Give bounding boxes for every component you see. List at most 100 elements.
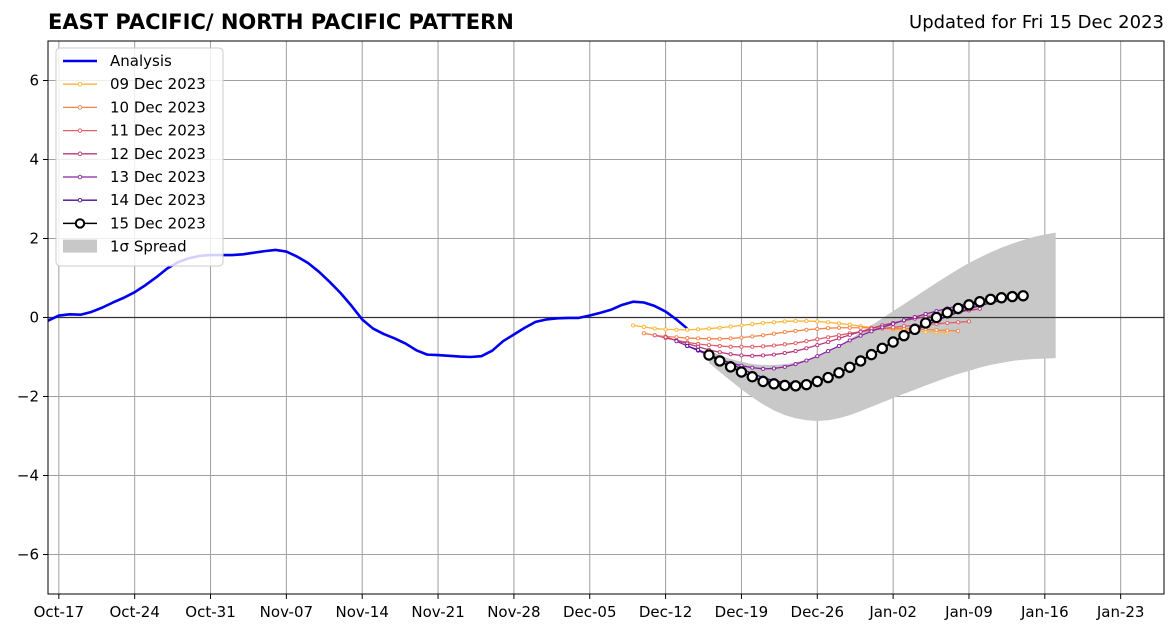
y-tick-label: −4 (17, 467, 39, 485)
data-point-4 (739, 353, 744, 358)
data-point-3 (706, 343, 711, 348)
data-point-2 (782, 330, 787, 335)
legend-marker-15-dec (74, 218, 86, 229)
x-tick-label: Dec-12 (639, 603, 693, 621)
legend-label: 15 Dec 2023 (110, 214, 206, 232)
y-tick-label: 4 (29, 151, 39, 169)
data-point-3 (782, 342, 787, 347)
data-point-15-dec (746, 371, 758, 383)
y-tick-label: 2 (29, 230, 39, 248)
data-point-3 (728, 344, 733, 349)
x-tick-label: Jan-16 (1020, 603, 1069, 621)
data-point-1 (641, 324, 646, 330)
data-point-1 (652, 326, 657, 331)
legend-label: 09 Dec 2023 (110, 75, 206, 93)
x-tick-label: Oct-17 (34, 603, 84, 621)
data-point-1 (663, 327, 668, 332)
data-point-15-dec (822, 371, 834, 384)
x-tick-label: Jan-02 (868, 603, 917, 621)
data-point-15-dec (887, 336, 899, 348)
data-point-2 (793, 328, 798, 333)
x-tick-label: Oct-31 (185, 603, 235, 621)
data-point-4 (750, 353, 755, 358)
data-point-2 (750, 334, 755, 339)
data-point-1 (793, 319, 798, 324)
data-point-3 (771, 343, 776, 348)
data-point-4 (847, 332, 852, 337)
data-point-6 (696, 347, 701, 352)
data-point-5 (836, 343, 842, 348)
data-point-3 (901, 324, 907, 329)
data-point-4 (815, 343, 820, 348)
data-point-3 (891, 325, 896, 330)
data-point-5 (847, 338, 852, 343)
data-point-15-dec (833, 367, 845, 379)
data-point-5 (869, 329, 874, 334)
data-point-3 (761, 344, 766, 349)
data-point-5 (750, 365, 755, 370)
x-tick-label: Jan-09 (944, 603, 993, 621)
data-point-4 (717, 350, 722, 355)
data-point-1 (706, 326, 711, 331)
legend-marker-5 (77, 174, 83, 180)
data-point-5 (674, 339, 679, 344)
data-point-3 (804, 339, 809, 344)
data-point-1 (761, 320, 766, 326)
x-tick-label: Nov-21 (411, 603, 464, 621)
chart-updated-date: Updated for Fri 15 Dec 2023 (909, 12, 1164, 33)
data-point-15-dec (876, 342, 888, 355)
data-point-15-dec (909, 323, 921, 336)
legend-label: Analysis (110, 52, 172, 70)
x-tick-label: Nov-07 (260, 603, 313, 621)
data-point-5 (804, 358, 809, 363)
data-point-3 (717, 343, 722, 348)
data-point-2 (847, 325, 852, 330)
data-point-15-dec (984, 293, 997, 306)
data-point-15-dec (811, 375, 823, 388)
data-point-2 (771, 331, 776, 336)
data-point-1 (804, 319, 809, 324)
series-line-0 (48, 248, 689, 359)
data-point-15-dec (865, 348, 878, 361)
y-tick-label: 0 (29, 309, 39, 327)
x-tick-label: Jan-23 (1096, 603, 1145, 621)
data-point-2 (826, 326, 831, 331)
data-point-3 (826, 335, 831, 340)
x-tick-label: Dec-05 (563, 603, 617, 621)
data-point-15-dec (854, 355, 867, 367)
data-point-4 (826, 339, 831, 345)
data-point-5 (815, 354, 820, 359)
data-point-1 (696, 327, 701, 332)
data-point-5 (891, 321, 896, 326)
data-point-5 (880, 325, 885, 330)
data-point-2 (739, 335, 744, 340)
data-point-2 (945, 328, 950, 333)
data-point-4 (858, 329, 863, 334)
data-point-15-dec (952, 302, 964, 315)
x-tick-label: Oct-24 (109, 603, 159, 621)
data-point-2 (728, 336, 733, 341)
data-point-15-dec (768, 378, 780, 390)
data-point-2 (641, 331, 646, 336)
data-point-15-dec (995, 292, 1008, 304)
data-point-5 (901, 318, 907, 323)
y-tick-label: −2 (17, 388, 39, 406)
data-point-5 (912, 315, 917, 320)
data-point-15-dec (1006, 290, 1019, 303)
data-point-1 (771, 320, 776, 325)
data-point-3 (652, 333, 657, 338)
data-point-2 (836, 325, 842, 330)
data-point-15-dec (800, 378, 813, 391)
data-point-5 (923, 311, 928, 316)
data-point-4 (728, 352, 733, 357)
data-point-1 (685, 327, 690, 332)
data-point-5 (858, 333, 863, 338)
data-point-4 (836, 336, 842, 341)
data-point-6 (685, 343, 690, 348)
data-point-1 (728, 324, 733, 329)
data-point-1 (836, 321, 842, 326)
data-point-4 (804, 346, 809, 351)
data-point-1 (826, 320, 831, 325)
data-point-2 (685, 335, 690, 341)
